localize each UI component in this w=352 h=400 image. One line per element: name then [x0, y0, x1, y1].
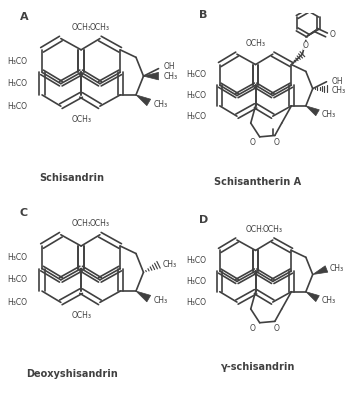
Text: H₃CO: H₃CO [186, 91, 206, 100]
Text: OH: OH [331, 77, 343, 86]
Polygon shape [136, 291, 151, 302]
Text: OCH₃: OCH₃ [263, 225, 283, 234]
Text: OCH₃: OCH₃ [71, 311, 91, 320]
Text: Schisandrin: Schisandrin [40, 172, 105, 182]
Polygon shape [306, 106, 319, 116]
Text: O: O [250, 138, 256, 147]
Text: OCH₃: OCH₃ [246, 39, 265, 48]
Text: OCH₃: OCH₃ [71, 219, 91, 228]
Text: CH₃: CH₃ [153, 296, 168, 305]
Text: CH₃: CH₃ [322, 296, 336, 305]
Text: OH: OH [164, 62, 175, 71]
Text: O: O [303, 42, 309, 50]
Text: OCH₃: OCH₃ [71, 23, 91, 32]
Polygon shape [313, 266, 328, 274]
Text: CH₃: CH₃ [322, 110, 336, 119]
Text: H₃CO: H₃CO [186, 112, 206, 121]
Text: H₃CO: H₃CO [7, 102, 27, 111]
Text: H₃CO: H₃CO [186, 298, 206, 306]
Text: Schisantherin A: Schisantherin A [214, 177, 301, 187]
Text: CH₃: CH₃ [162, 260, 176, 269]
Text: OCH₃: OCH₃ [246, 225, 265, 234]
Text: C: C [19, 208, 28, 218]
Text: CH₃: CH₃ [153, 100, 168, 109]
Text: O: O [274, 324, 280, 333]
Text: OCH₃: OCH₃ [90, 219, 110, 228]
Text: H₃CO: H₃CO [7, 275, 27, 284]
Text: H₃CO: H₃CO [186, 256, 206, 265]
Text: H₃CO: H₃CO [7, 253, 27, 262]
Text: D: D [199, 215, 208, 225]
Text: H₃CO: H₃CO [7, 79, 27, 88]
Text: H₃CO: H₃CO [186, 70, 206, 79]
Text: A: A [19, 12, 28, 22]
Text: B: B [199, 10, 207, 20]
Text: O: O [274, 138, 280, 147]
Text: O: O [250, 324, 256, 333]
Polygon shape [136, 95, 151, 106]
Text: Deoxyshisandrin: Deoxyshisandrin [26, 369, 118, 379]
Text: OCH₃: OCH₃ [90, 23, 110, 32]
Text: H₃CO: H₃CO [7, 298, 27, 307]
Polygon shape [306, 292, 319, 302]
Text: CH₃: CH₃ [331, 86, 345, 94]
Text: O: O [330, 30, 336, 40]
Text: H₃CO: H₃CO [186, 277, 206, 286]
Text: OCH₃: OCH₃ [71, 115, 91, 124]
Text: γ-schisandrin: γ-schisandrin [220, 362, 295, 372]
Text: CH₃: CH₃ [330, 264, 344, 274]
Text: H₃CO: H₃CO [7, 56, 27, 66]
Text: CH₃: CH₃ [164, 72, 178, 81]
Polygon shape [144, 72, 158, 80]
